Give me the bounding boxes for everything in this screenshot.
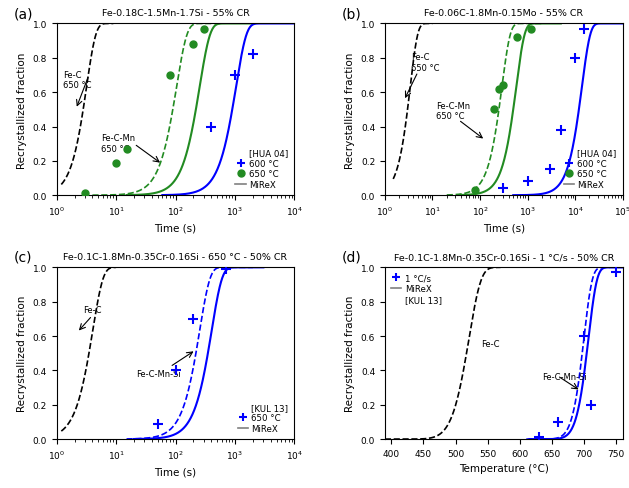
Text: Fe-C-Mn
650 °C: Fe-C-Mn 650 °C — [436, 102, 470, 121]
Legend: [HUA 04], 600 °C, 650 °C, MiReX: [HUA 04], 600 °C, 650 °C, MiReX — [234, 147, 290, 191]
Y-axis label: Recrystallized fraction: Recrystallized fraction — [17, 52, 27, 168]
Y-axis label: Recrystallized fraction: Recrystallized fraction — [17, 295, 27, 411]
Text: Fe-C-Mn
650 °C: Fe-C-Mn 650 °C — [101, 134, 135, 153]
Legend: 1 °C/s, MiReX, [KUL 13]: 1 °C/s, MiReX, [KUL 13] — [389, 272, 443, 306]
Legend: [HUA 04], 600 °C, 650 °C, MiReX: [HUA 04], 600 °C, 650 °C, MiReX — [562, 147, 618, 191]
Text: Fe-C: Fe-C — [83, 305, 102, 314]
Title: Fe-0.18C-1.5Mn-1.7Si - 55% CR: Fe-0.18C-1.5Mn-1.7Si - 55% CR — [102, 9, 250, 18]
Legend: [KUL 13], 650 °C, MiReX: [KUL 13], 650 °C, MiReX — [236, 401, 290, 435]
Title: Fe-0.1C-1.8Mn-0.35Cr-0.16Si - 650 °C - 50% CR: Fe-0.1C-1.8Mn-0.35Cr-0.16Si - 650 °C - 5… — [64, 252, 287, 262]
Text: Fe-C
650 °C: Fe-C 650 °C — [411, 53, 439, 73]
Text: (b): (b) — [342, 7, 362, 21]
Title: Fe-0.1C-1.8Mn-0.35Cr-0.16Si - 1 °C/s - 50% CR: Fe-0.1C-1.8Mn-0.35Cr-0.16Si - 1 °C/s - 5… — [394, 252, 614, 262]
Text: (c): (c) — [14, 250, 32, 264]
X-axis label: Time (s): Time (s) — [155, 224, 197, 233]
Text: Fe-C-Mn-Si: Fe-C-Mn-Si — [136, 369, 181, 378]
Y-axis label: Recrystallized fraction: Recrystallized fraction — [345, 52, 355, 168]
Text: (a): (a) — [14, 7, 33, 21]
Text: (d): (d) — [342, 250, 362, 264]
Y-axis label: Recrystallized fraction: Recrystallized fraction — [345, 295, 355, 411]
Title: Fe-0.06C-1.8Mn-0.15Mo - 55% CR: Fe-0.06C-1.8Mn-0.15Mo - 55% CR — [424, 9, 583, 18]
Text: Fe-C
650 °C: Fe-C 650 °C — [64, 70, 92, 90]
Text: Fe-C-Mn-Si: Fe-C-Mn-Si — [542, 372, 587, 381]
X-axis label: Time (s): Time (s) — [482, 224, 525, 233]
Text: Fe-C: Fe-C — [481, 340, 500, 348]
X-axis label: Time (s): Time (s) — [155, 467, 197, 477]
X-axis label: Temperature (°C): Temperature (°C) — [459, 464, 548, 473]
